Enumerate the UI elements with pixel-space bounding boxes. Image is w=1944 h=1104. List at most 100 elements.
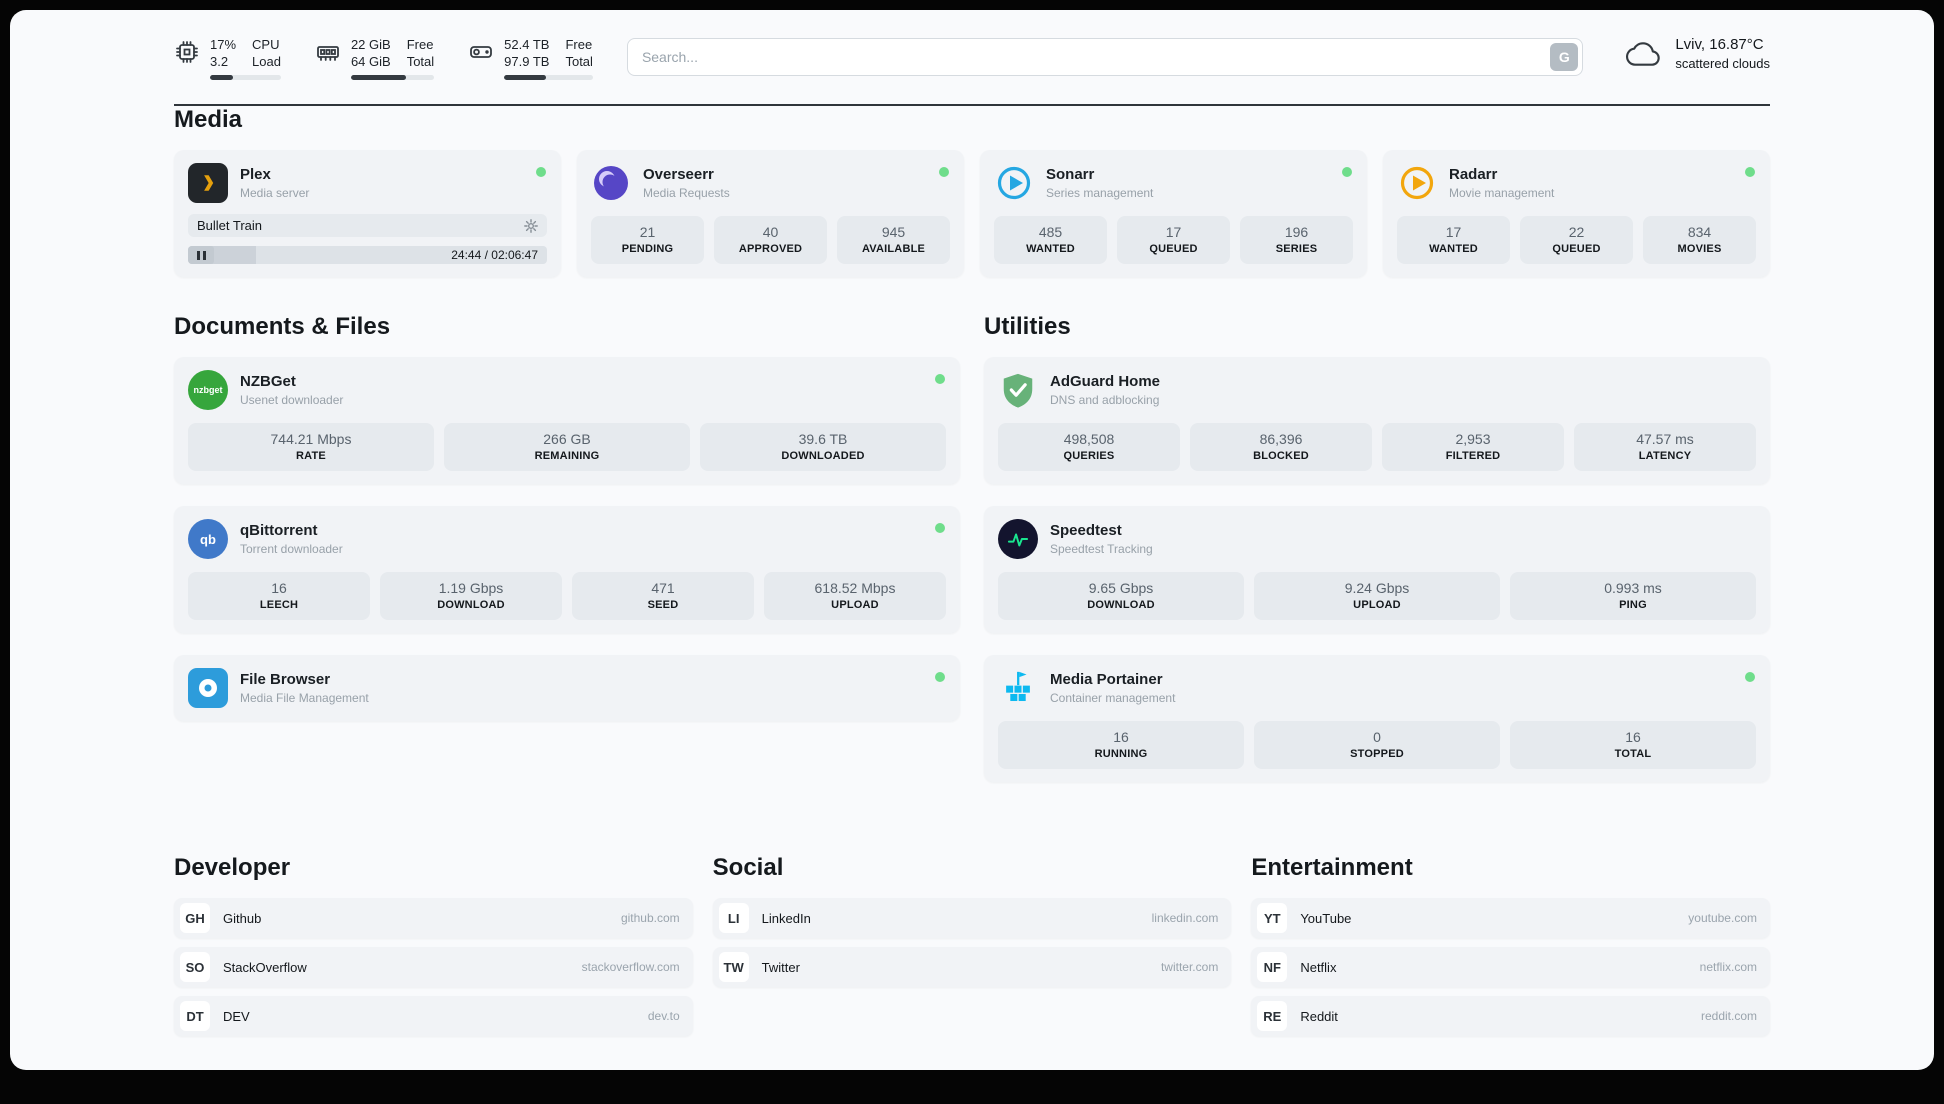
playback-progress-bar[interactable]: 24:44 / 02:06:47 [188, 246, 547, 264]
nzbget-icon: nzbget [188, 370, 228, 410]
bookmark-group-social: Social LI LinkedIn linkedin.com TW Twitt… [712, 854, 1232, 987]
bookmark-stackoverflow[interactable]: SO StackOverflow stackoverflow.com [174, 947, 693, 987]
cpu-widget: 17% CPU 3.2 Load [174, 36, 281, 80]
bookmark-name: YouTube [1300, 910, 1352, 926]
stat-download: 9.65 Gbps DOWNLOAD [998, 572, 1244, 620]
stat-latency: 47.57 ms LATENCY [1574, 423, 1756, 471]
stat-stopped: 0 STOPPED [1254, 721, 1500, 769]
bookmark-url: reddit.com [1700, 1009, 1757, 1023]
bookmark-url: twitter.com [1160, 960, 1219, 974]
search-input[interactable] [626, 38, 1584, 76]
app-name: Sonarr [1046, 166, 1095, 183]
bookmark-twitter[interactable]: TW Twitter twitter.com [712, 947, 1232, 987]
stat-filtered: 2,953 FILTERED [1382, 423, 1564, 471]
bookmark-name: Twitter [761, 959, 800, 975]
stat-total: 16 TOTAL [1510, 721, 1756, 769]
stat-seed: 471 SEED [572, 572, 754, 620]
bookmark-url: netflix.com [1699, 960, 1757, 974]
stat-upload: 9.24 Gbps UPLOAD [1254, 572, 1500, 620]
stat-wanted: 485 WANTED [994, 216, 1107, 264]
bookmark-youtube[interactable]: YT YouTube youtube.com [1251, 898, 1770, 938]
settings-gear-icon[interactable] [524, 218, 538, 233]
app-desc: Container management [1050, 691, 1176, 705]
search-engine-button[interactable]: G [1550, 43, 1579, 71]
app-desc: Media Requests [643, 186, 730, 200]
cpu-icon [176, 41, 198, 63]
overseerr-icon [591, 163, 631, 203]
cpu-load-label: Load [252, 54, 281, 69]
app-desc: Media File Management [240, 691, 369, 705]
ram-free-value: 22 GiB [350, 37, 391, 52]
bookmark-dev[interactable]: DT DEV dev.to [174, 996, 693, 1036]
dev-badge: DT [180, 1001, 210, 1031]
ram-total-label: Total [406, 54, 435, 69]
app-name: Overseerr [643, 166, 714, 183]
status-dot [939, 167, 949, 177]
stat-rate: 744.21 Mbps RATE [188, 423, 434, 471]
app-card-overseerr[interactable]: Overseerr Media Requests 21 PENDING 40 APP… [577, 150, 964, 277]
app-desc: Media server [240, 186, 310, 200]
bookmark-url: github.com [620, 911, 680, 925]
cpu-usage-label: CPU [252, 37, 280, 52]
app-card-portainer[interactable]: Media Portainer Container management 16 R… [984, 655, 1770, 782]
app-card-qbittorrent[interactable]: qb qBittorrent Torrent downloader 16 LEEC… [174, 506, 960, 633]
app-card-adguard[interactable]: AdGuard Home DNS and adblocking 498,508 Q… [984, 357, 1770, 484]
pause-button[interactable] [188, 246, 214, 264]
stat-available: 945 AVAILABLE [837, 216, 950, 264]
app-desc: Usenet downloader [240, 393, 344, 407]
app-card-filebrowser[interactable]: File Browser Media File Management [174, 655, 960, 721]
dashboard: 17% CPU 3.2 Load 22 GiB [10, 10, 1934, 1070]
weather-location: Lviv, 16.87°C [1675, 36, 1764, 53]
bookmark-linkedin[interactable]: LI LinkedIn linkedin.com [712, 898, 1232, 938]
bookmark-url: linkedin.com [1151, 911, 1219, 925]
playback-time: 24:44 / 02:06:47 [451, 248, 538, 262]
status-dot [536, 167, 546, 177]
app-card-speedtest[interactable]: Speedtest Speedtest Tracking 9.65 Gbps DO… [984, 506, 1770, 633]
bookmark-name: Github [223, 910, 262, 926]
bookmark-reddit[interactable]: RE Reddit reddit.com [1251, 996, 1770, 1036]
bookmark-netflix[interactable]: NF Netflix netflix.com [1251, 947, 1770, 987]
weather-widget: Lviv, 16.87°C scattered clouds [1623, 36, 1770, 71]
stat-wanted: 17 WANTED [1397, 216, 1510, 264]
app-name: qBittorrent [240, 522, 318, 539]
stat-downloaded: 39.6 TB DOWNLOADED [700, 423, 946, 471]
section-title-documents: Documents & Files [174, 313, 391, 340]
stat-queued: 22 QUEUED [1520, 216, 1633, 264]
bookmark-github[interactable]: GH Github github.com [174, 898, 693, 938]
stat-approved: 40 APPROVED [714, 216, 827, 264]
app-card-radarr[interactable]: Radarr Movie management 17 WANTED 22 QUEUE… [1383, 150, 1770, 277]
weather-condition: scattered clouds [1675, 56, 1770, 71]
app-card-nzbget[interactable]: nzbget NZBGet Usenet downloader 744.21 M… [174, 357, 960, 484]
radarr-icon [1397, 163, 1437, 203]
bookmark-name: Reddit [1300, 1008, 1338, 1024]
linkedin-badge: LI [718, 903, 749, 933]
disk-widget: 52.4 TB Free 97.9 TB Total [468, 36, 593, 80]
disk-free-label: Free [565, 37, 593, 52]
app-name: Speedtest [1050, 522, 1122, 539]
status-dot [935, 523, 945, 533]
stat-series: 196 SERIES [1240, 216, 1353, 264]
bookmark-group-entertainment: Entertainment YT YouTube youtube.com NF … [1251, 854, 1770, 1036]
app-name: NZBGet [240, 373, 296, 390]
bookmark-name: DEV [223, 1008, 250, 1024]
section-title-utilities: Utilities [984, 313, 1071, 340]
ram-widget: 22 GiB Free 64 GiB Total [315, 36, 435, 80]
bookmark-name: LinkedIn [761, 910, 811, 926]
status-dot [1745, 672, 1755, 682]
stat-ping: 0.993 ms PING [1510, 572, 1756, 620]
section-title-media: Media [174, 106, 243, 133]
section-title-entertainment: Entertainment [1251, 854, 1413, 881]
reddit-badge: RE [1257, 1001, 1288, 1031]
stat-movies: 834 MOVIES [1643, 216, 1756, 264]
app-card-sonarr[interactable]: Sonarr Series management 485 WANTED 17 QUE… [980, 150, 1367, 277]
app-card-plex[interactable]: Plex Media server Bullet Train [174, 150, 561, 277]
plex-icon [188, 163, 228, 203]
cpu-progress-bar [210, 75, 281, 80]
stat-blocked: 86,396 BLOCKED [1190, 423, 1372, 471]
sonarr-icon [994, 163, 1034, 203]
stackoverflow-badge: SO [180, 952, 210, 982]
bookmark-url: stackoverflow.com [581, 960, 680, 974]
stat-running: 16 RUNNING [998, 721, 1244, 769]
stat-leech: 16 LEECH [188, 572, 370, 620]
status-dot [1745, 167, 1755, 177]
